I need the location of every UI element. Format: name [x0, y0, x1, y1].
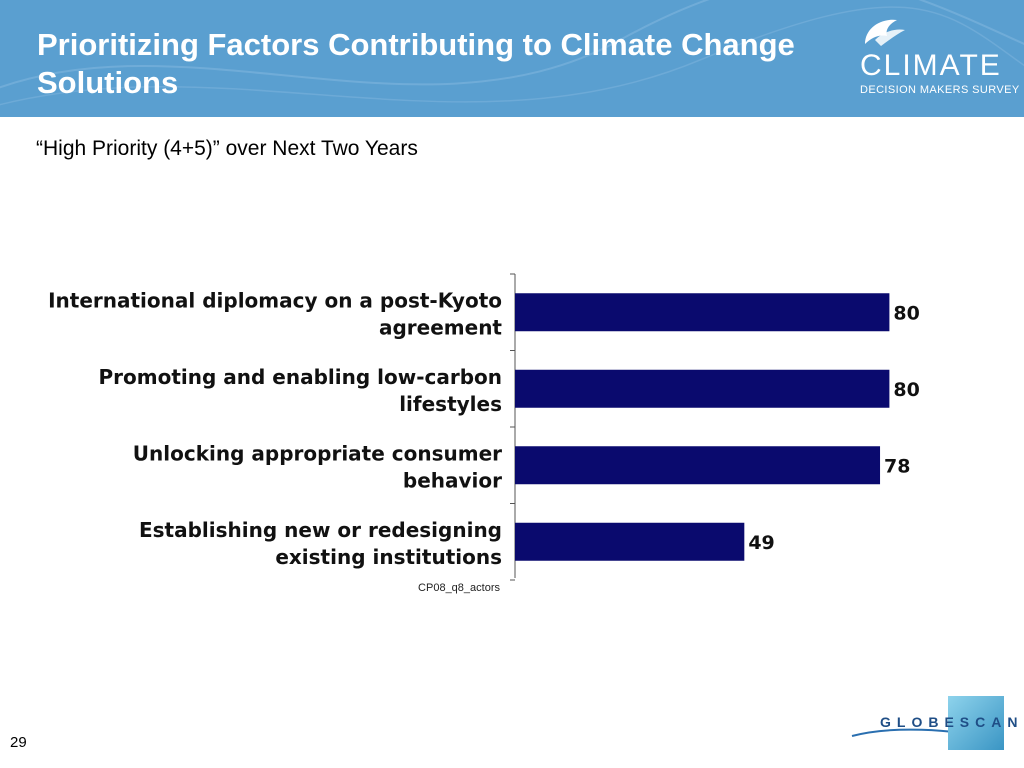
category-label-3: Unlocking appropriate consumer behavior — [133, 441, 502, 492]
logo-subtitle: DECISION MAKERS SURVEY — [860, 84, 1020, 96]
bar-1 — [515, 293, 890, 332]
value-label-1: 80 — [893, 302, 919, 324]
category-label-line: Promoting and enabling low-carbon — [98, 365, 502, 389]
source-note: CP08_q8_actors — [418, 582, 500, 594]
value-label-2: 80 — [893, 379, 919, 401]
chart-category-labels: International diplomacy on a post-Kyoto a… — [48, 288, 502, 569]
page-number: 29 — [10, 734, 27, 751]
category-label-line: Establishing new or redesigning — [139, 518, 502, 542]
category-label-line: existing institutions — [275, 545, 502, 569]
logo-word: CLIMATE — [860, 49, 1002, 82]
chart-axis — [510, 273, 516, 581]
category-label-2: Promoting and enabling low-carbon lifesty… — [98, 365, 502, 416]
globescan-box — [948, 696, 1004, 750]
page-title: Prioritizing Factors Contributing to Cli… — [37, 27, 795, 100]
category-label-line: Unlocking appropriate consumer — [133, 441, 502, 465]
value-label-4: 49 — [748, 532, 774, 554]
globescan-logo: GLOBESCAN — [850, 694, 1017, 754]
bar-3 — [515, 446, 881, 485]
category-label-line: behavior — [403, 468, 502, 492]
category-label-line: lifestyles — [399, 392, 502, 416]
category-label-line: agreement — [379, 315, 502, 339]
value-label-3: 78 — [884, 455, 910, 477]
bird-swirl-icon — [865, 19, 905, 46]
chart-bars — [515, 293, 890, 561]
category-label-4: Establishing new or redesigning existing … — [139, 518, 502, 569]
globescan-wordmark: GLOBESCAN — [880, 714, 1024, 730]
header-banner: Prioritizing Factors Contributing to Cli… — [0, 0, 1024, 117]
header-swirl-decoration — [0, 0, 1024, 106]
chart-value-labels: 80 80 78 49 — [748, 302, 920, 554]
climate-logo: CLIMATE DECISION MAKERS SURVEY — [855, 14, 1019, 104]
category-label-1: International diplomacy on a post-Kyoto a… — [48, 288, 502, 339]
bar-4 — [515, 522, 745, 561]
bar-2 — [515, 369, 890, 408]
chart-subtitle: “High Priority (4+5)” over Next Two Year… — [36, 137, 418, 160]
category-label-line: International diplomacy on a post-Kyoto — [48, 288, 502, 312]
